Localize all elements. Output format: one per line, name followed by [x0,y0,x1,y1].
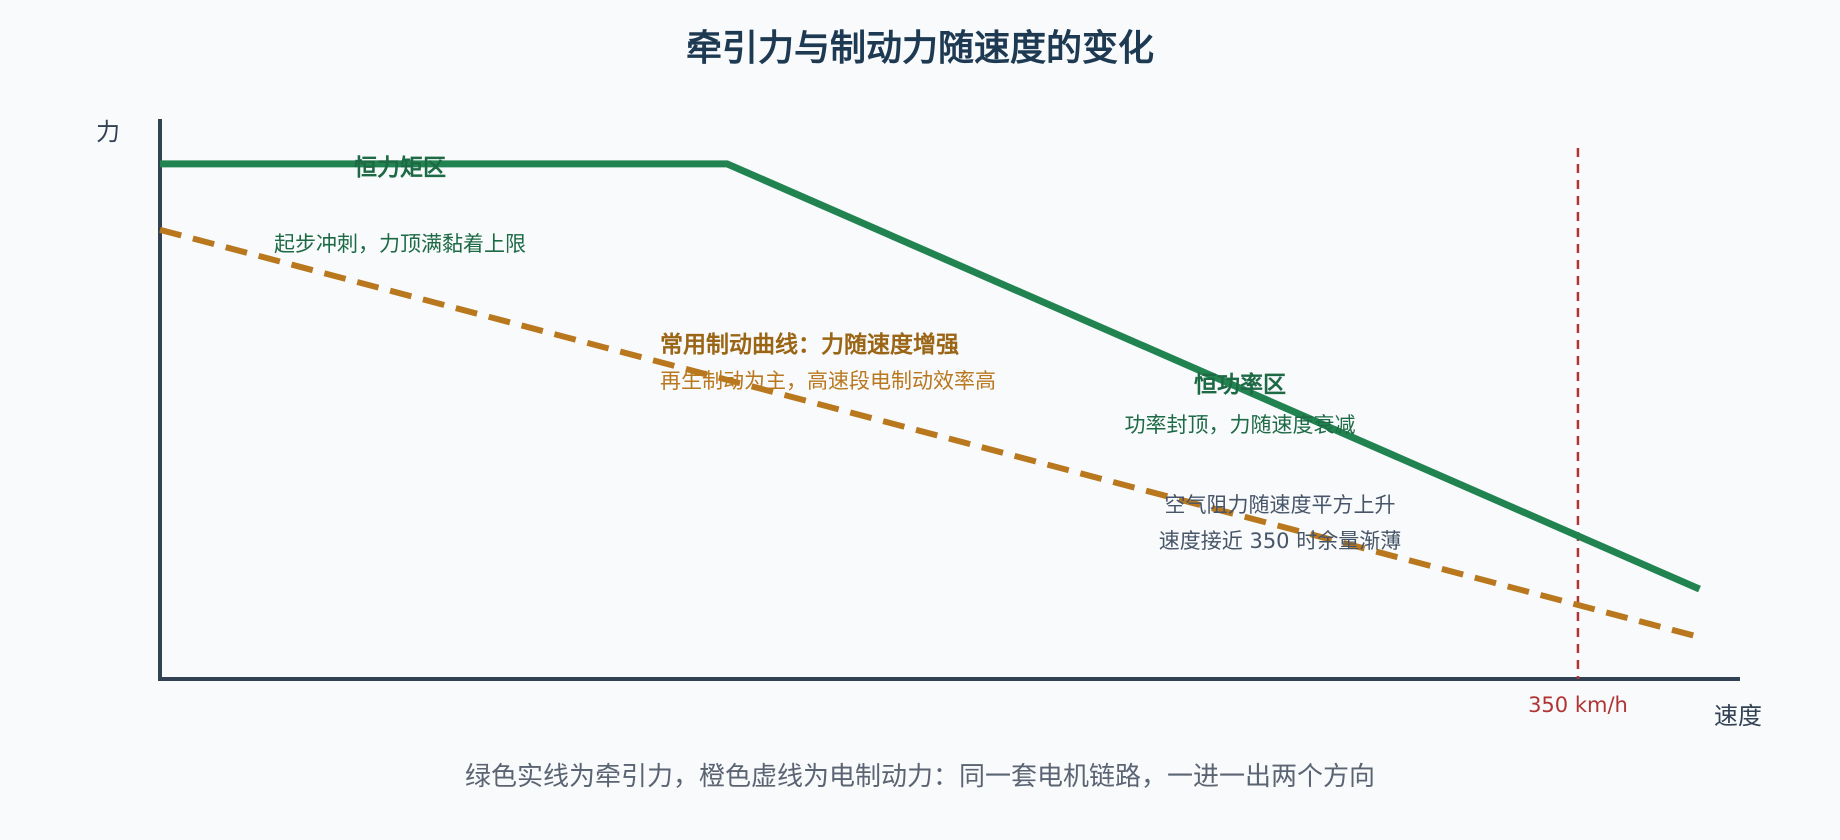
reference-line-label: 350 km/h [1528,693,1628,717]
y-axis-label: 力 [96,118,120,146]
air-resistance-note-line2: 速度接近 350 时余量渐薄 [1159,529,1401,553]
chart-title: 牵引力与制动力随速度的变化 [686,27,1154,69]
constant-torque-zone-title: 恒力矩区 [354,155,446,181]
constant-torque-zone-note: 起步冲刺，力顶满黏着上限 [274,232,526,256]
constant-power-zone-note: 功率封顶，力随速度衰减 [1125,413,1356,437]
braking-curve-note: 再生制动为主，高速段电制动效率高 [660,369,996,393]
braking-curve-title: 常用制动曲线：力随速度增强 [660,331,959,358]
x-axis-label: 速度 [1714,702,1762,730]
constant-power-zone-title: 恒功率区 [1194,371,1286,398]
air-resistance-note-line1: 空气阻力随速度平方上升 [1165,493,1396,517]
chart-caption: 绿色实线为牵引力，橙色虚线为电制动力：同一套电机链路，一进一出两个方向 [465,762,1375,792]
traction-force-line [160,160,1701,593]
braking-force-line [159,226,1701,641]
